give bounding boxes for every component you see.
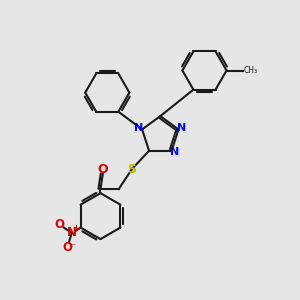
Text: CH₃: CH₃	[243, 66, 257, 75]
Text: N: N	[134, 124, 143, 134]
Text: O: O	[54, 218, 64, 231]
Text: ⁻: ⁻	[70, 242, 75, 252]
Text: +: +	[72, 224, 80, 233]
Text: S: S	[128, 163, 136, 176]
Text: O: O	[62, 241, 72, 254]
Text: N: N	[170, 147, 180, 157]
Text: N: N	[67, 226, 77, 239]
Text: O: O	[98, 163, 108, 176]
Text: N: N	[177, 123, 187, 133]
